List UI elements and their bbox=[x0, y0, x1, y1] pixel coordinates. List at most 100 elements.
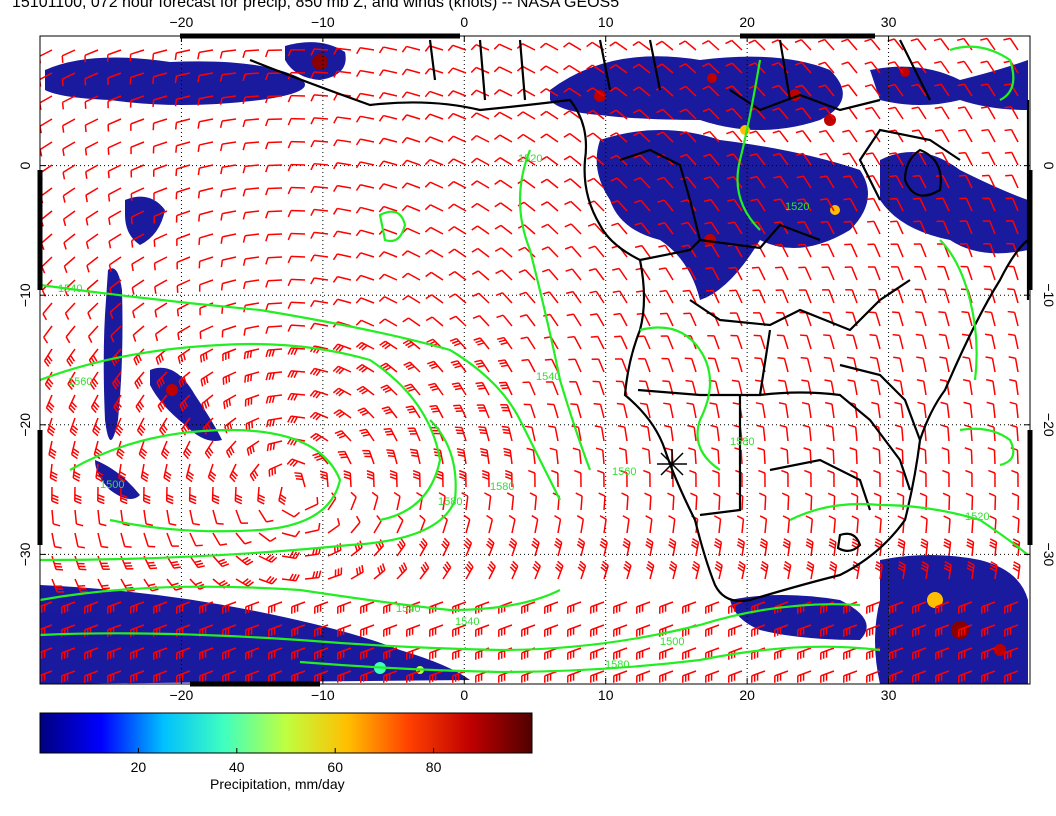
wind-barb bbox=[517, 111, 536, 120]
wind-barb bbox=[242, 256, 260, 266]
wind-barb bbox=[936, 220, 950, 235]
wind-barb bbox=[781, 469, 789, 488]
wind-barb bbox=[1004, 128, 1019, 143]
wind-barb bbox=[702, 108, 720, 120]
wind-barb bbox=[935, 647, 950, 660]
wind-barb bbox=[586, 132, 605, 143]
wind-barb bbox=[913, 243, 927, 258]
wind-barb bbox=[758, 469, 766, 488]
wind-barb bbox=[887, 83, 904, 97]
wind-barb bbox=[727, 198, 743, 212]
wind-barb bbox=[984, 310, 996, 327]
wind-barb bbox=[401, 45, 421, 53]
wind-barb bbox=[44, 371, 54, 391]
wind-barb bbox=[229, 463, 239, 483]
wind-barb bbox=[498, 647, 513, 660]
wind-barb bbox=[713, 515, 722, 534]
wind-barb bbox=[563, 132, 582, 143]
wind-barb bbox=[659, 289, 674, 304]
wind-barb bbox=[634, 222, 651, 235]
wind-barb bbox=[447, 158, 467, 166]
wind-barb bbox=[797, 220, 812, 235]
wind-barb bbox=[826, 447, 835, 465]
wind-barb bbox=[309, 411, 329, 421]
wind-barb bbox=[821, 243, 835, 258]
wind-barb bbox=[401, 91, 421, 99]
wind-barb bbox=[828, 538, 837, 557]
wind-barb bbox=[429, 624, 444, 637]
wind-barb bbox=[636, 601, 651, 614]
wind-barb bbox=[705, 601, 720, 614]
wind-barb bbox=[522, 381, 536, 396]
wind-barb bbox=[402, 317, 421, 327]
precip-core bbox=[900, 67, 910, 77]
wind-barb bbox=[760, 560, 769, 580]
wind-barb bbox=[268, 601, 283, 614]
wind-barb bbox=[564, 223, 582, 235]
wind-barb bbox=[564, 245, 582, 258]
wind-barb bbox=[138, 440, 148, 460]
wind-barb bbox=[864, 38, 881, 51]
wind-barb bbox=[332, 343, 352, 353]
wind-barb bbox=[1012, 515, 1020, 534]
wind-barb bbox=[872, 447, 881, 465]
wind-barb bbox=[383, 624, 398, 637]
wind-barb bbox=[980, 83, 996, 97]
wind-barb bbox=[966, 538, 975, 557]
wind-barb bbox=[220, 164, 237, 175]
wind-barb bbox=[154, 325, 168, 342]
wind-barb bbox=[447, 203, 467, 212]
wind-barb bbox=[748, 62, 766, 74]
wind-barb bbox=[864, 61, 881, 74]
wind-barb bbox=[378, 251, 398, 258]
wind-barb bbox=[689, 469, 697, 488]
wind-barb bbox=[166, 509, 177, 526]
wind-barb bbox=[711, 447, 720, 465]
wind-barb bbox=[691, 537, 700, 557]
wind-barb bbox=[682, 647, 697, 660]
contour-line bbox=[40, 419, 457, 562]
wind-barb bbox=[540, 156, 559, 166]
wind-barb bbox=[287, 186, 306, 195]
wind-barb bbox=[576, 537, 586, 557]
map-title: 15101100, 072 hour forecast for precip, … bbox=[12, 0, 620, 11]
wind-barbs bbox=[40, 37, 1021, 683]
wind-barb bbox=[223, 394, 237, 409]
wind-barb bbox=[355, 69, 375, 77]
wind-barb bbox=[310, 299, 329, 308]
wind-barb bbox=[310, 162, 329, 171]
wind-barb bbox=[636, 624, 651, 637]
wind-barb bbox=[265, 325, 283, 334]
wind-barb bbox=[591, 358, 605, 373]
wind-barb bbox=[736, 538, 745, 557]
wind-barb bbox=[332, 230, 352, 238]
wind-barb bbox=[686, 402, 697, 419]
wind-barb bbox=[981, 151, 996, 166]
wind-barb bbox=[220, 279, 237, 291]
wind-barb bbox=[87, 302, 99, 320]
wind-barb bbox=[198, 279, 214, 292]
contour-line bbox=[40, 283, 561, 501]
wind-barb bbox=[471, 270, 490, 281]
wind-barb bbox=[587, 222, 605, 235]
wind-barb bbox=[664, 424, 674, 442]
wind-barb bbox=[472, 314, 490, 327]
precip-core bbox=[312, 54, 328, 70]
wind-barb bbox=[498, 381, 513, 396]
wind-barb bbox=[355, 92, 375, 100]
wind-barb bbox=[934, 60, 950, 74]
wind-barb bbox=[470, 157, 490, 166]
wind-barb bbox=[449, 337, 467, 350]
wind-barb bbox=[1004, 106, 1019, 120]
wind-barb bbox=[778, 402, 789, 419]
wind-barb bbox=[633, 154, 651, 166]
wind-barb bbox=[265, 371, 283, 381]
wind-barb bbox=[199, 647, 214, 660]
wind-barb bbox=[640, 424, 651, 442]
wind-barb bbox=[249, 463, 260, 482]
wind-barb bbox=[705, 289, 720, 304]
wind-barb bbox=[130, 233, 145, 248]
wind-barb bbox=[544, 624, 559, 637]
wind-barb bbox=[332, 275, 352, 283]
wind-barb bbox=[820, 220, 835, 235]
